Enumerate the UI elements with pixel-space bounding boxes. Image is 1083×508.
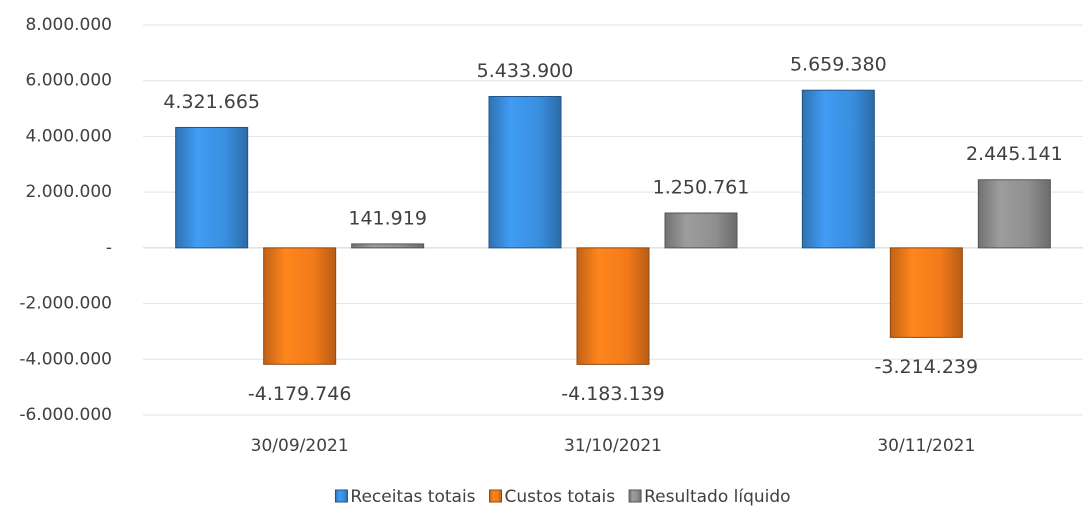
legend: Receitas totais Custos totais Resultado lí… bbox=[334, 487, 791, 507]
bar bbox=[351, 243, 425, 249]
y-tick-label: 6.000.000 bbox=[25, 71, 112, 91]
bar bbox=[664, 212, 738, 249]
data-label: -4.179.746 bbox=[248, 383, 352, 405]
legend-item: Resultado líquido bbox=[628, 487, 791, 507]
x-tick-label: 31/10/2021 bbox=[564, 436, 662, 456]
bar bbox=[801, 89, 875, 249]
bar bbox=[175, 126, 249, 249]
data-label: 5.433.900 bbox=[477, 60, 574, 82]
y-tick-label: 4.000.000 bbox=[25, 126, 112, 146]
legend-label: Receitas totais bbox=[350, 487, 475, 507]
legend-label: Custos totais bbox=[505, 487, 616, 507]
legend-swatch bbox=[628, 489, 642, 503]
bar bbox=[488, 95, 562, 249]
bar bbox=[977, 179, 1051, 249]
x-tick-label: 30/11/2021 bbox=[877, 436, 975, 456]
bar bbox=[263, 247, 337, 365]
y-tick-label: -6.000.000 bbox=[19, 405, 112, 425]
data-label: 2.445.141 bbox=[966, 143, 1063, 165]
legend-item: Custos totais bbox=[489, 487, 616, 507]
bar bbox=[889, 247, 963, 338]
data-label: 4.321.665 bbox=[163, 91, 260, 113]
y-tick-label: 8.000.000 bbox=[25, 15, 112, 35]
data-label: 141.919 bbox=[348, 207, 427, 229]
x-tick-label: 30/09/2021 bbox=[251, 436, 349, 456]
legend-swatch bbox=[334, 489, 348, 503]
data-label: -4.183.139 bbox=[561, 383, 665, 405]
legend-label: Resultado líquido bbox=[644, 487, 790, 507]
y-tick-label: - bbox=[106, 238, 112, 258]
legend-item: Receitas totais bbox=[334, 487, 476, 507]
data-label: -3.214.239 bbox=[875, 356, 979, 378]
y-tick-label: -4.000.000 bbox=[19, 349, 112, 369]
data-label: 5.659.380 bbox=[790, 54, 887, 76]
legend-swatch bbox=[489, 489, 503, 503]
y-tick-label: -2.000.000 bbox=[19, 294, 112, 314]
bar bbox=[576, 247, 650, 365]
y-tick-label: 2.000.000 bbox=[25, 182, 112, 202]
data-label: 1.250.761 bbox=[653, 177, 750, 199]
